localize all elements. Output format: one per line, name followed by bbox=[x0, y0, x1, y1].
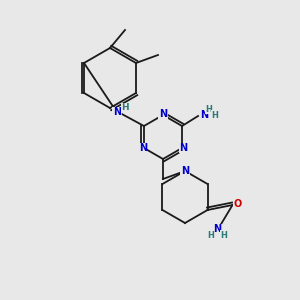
Text: N: N bbox=[113, 107, 121, 117]
Text: H: H bbox=[220, 230, 227, 239]
Text: H: H bbox=[212, 110, 218, 119]
Text: H: H bbox=[206, 104, 212, 113]
Text: H: H bbox=[207, 230, 214, 239]
Text: N: N bbox=[139, 143, 147, 153]
Text: N: N bbox=[181, 166, 189, 176]
Text: N: N bbox=[179, 143, 187, 153]
Text: O: O bbox=[233, 199, 242, 209]
Text: N: N bbox=[214, 224, 222, 234]
Text: H: H bbox=[121, 103, 129, 112]
Text: N: N bbox=[200, 110, 208, 120]
Text: N: N bbox=[159, 109, 167, 119]
